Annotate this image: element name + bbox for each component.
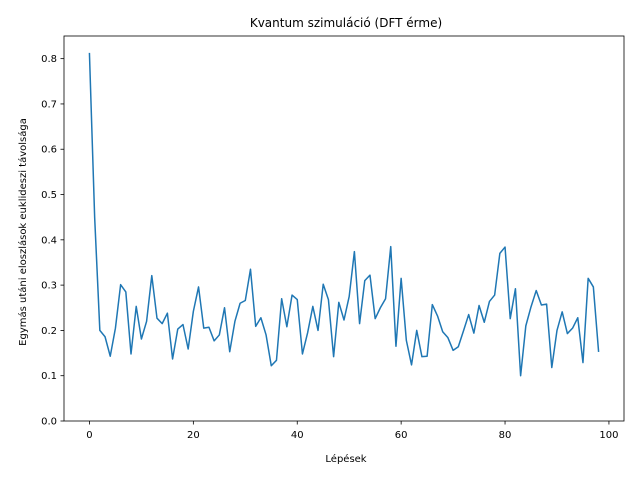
- y-tick-label: 0.5: [41, 190, 57, 201]
- y-tick-label: 0.8: [41, 54, 57, 65]
- x-tick-label: 0: [86, 430, 92, 441]
- y-tick-label: 0.3: [41, 281, 57, 292]
- y-axis-label: Egymás utáni eloszlások euklideszi távol…: [17, 118, 29, 346]
- y-tick-label: 0.0: [41, 417, 57, 428]
- y-tick-label: 0.6: [41, 145, 57, 156]
- y-tick-label: 0.1: [41, 371, 57, 382]
- axes-frame: [63, 35, 625, 422]
- y-tick-label: 0.4: [41, 235, 57, 246]
- x-tick-label: 60: [395, 430, 408, 441]
- x-tick-label: 20: [187, 430, 200, 441]
- y-tick-label: 0.7: [41, 99, 57, 110]
- x-tick-label: 80: [499, 430, 512, 441]
- chart-title: Kvantum szimuláció (DFT érme): [250, 16, 442, 30]
- x-axis-label: Lépések: [325, 453, 366, 465]
- series-line-0: [88, 52, 600, 377]
- y-tick-label: 0.2: [41, 326, 57, 337]
- x-tick-label: 40: [291, 430, 304, 441]
- plot-area: 0 20 40 60 80 100 0.0 0.1 0.2 0.3 0.4 0.5 0.6 0.7 0.8: [41, 35, 625, 441]
- x-tick-label: 100: [599, 430, 618, 441]
